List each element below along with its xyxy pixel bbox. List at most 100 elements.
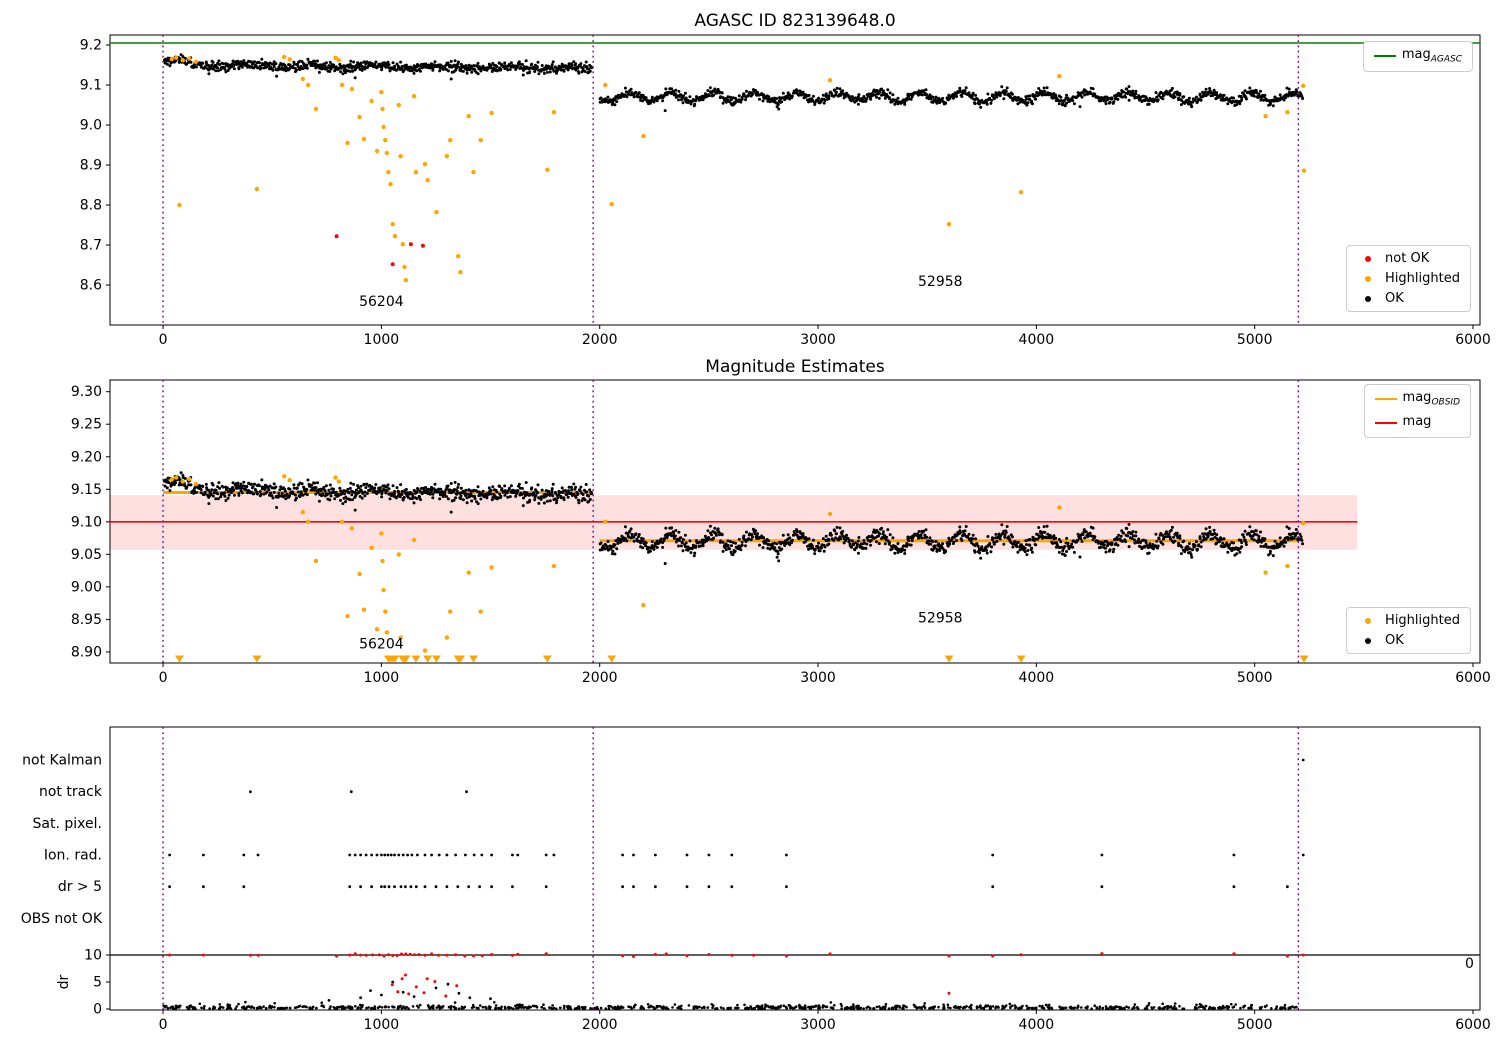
svg-text:5000: 5000: [1237, 1017, 1273, 1033]
svg-text:8.6: 8.6: [80, 278, 102, 294]
svg-text:5000: 5000: [1237, 670, 1273, 686]
legend-marker-wrap: [1357, 255, 1379, 262]
legend-label-highlighted: Highlighted: [1385, 613, 1460, 628]
legend-marker-wrap: [1357, 617, 1379, 624]
svg-text:56204: 56204: [359, 637, 404, 653]
svg-text:4000: 4000: [1019, 1017, 1055, 1033]
svg-text:3000: 3000: [800, 332, 836, 348]
svg-text:0: 0: [93, 1002, 102, 1018]
middle-obsid-labels: 56204 52958: [359, 611, 962, 653]
legend-item-highlighted: Highlighted: [1357, 272, 1460, 285]
middle-legend-point-types: Highlighted OK: [1346, 607, 1471, 654]
svg-text:9.1: 9.1: [80, 78, 102, 94]
svg-text:6000: 6000: [1455, 332, 1491, 348]
dr-capped-points: [168, 952, 1305, 958]
legend-label-not-ok: not OK: [1385, 251, 1430, 266]
highlighted-dot-sample: [1365, 275, 1372, 282]
top-obsid-dividers: [162, 35, 1300, 325]
legend-label-ok: OK: [1385, 291, 1404, 306]
legend-label-prefix: mag: [1401, 47, 1431, 62]
legend-marker-wrap: [1357, 275, 1379, 282]
mag-line-sample: [1374, 421, 1397, 424]
bottom-category-labels: not Kalman not track Sat. pixel. Ion. rad. d…: [21, 753, 103, 927]
legend-label-prefix: mag: [1402, 413, 1432, 429]
mag-agasc-line-sample: [1373, 55, 1396, 58]
svg-text:52958: 52958: [918, 274, 963, 290]
mag-obsid-line-sample: [1374, 398, 1397, 401]
ok-dot-sample: [1365, 637, 1372, 644]
svg-text:5: 5: [93, 975, 102, 991]
svg-text:1000: 1000: [364, 1017, 400, 1033]
svg-text:0: 0: [159, 1017, 168, 1033]
legend-label-mag-obsid: magOBSID: [1403, 391, 1460, 408]
top-axes-frame: [109, 34, 1481, 326]
middle-clipped-triangles: [174, 655, 1309, 663]
top-chart-title: AGASC ID 823139648.0: [694, 11, 896, 31]
top-obsid-labels: 56204 52958: [359, 274, 962, 310]
flag-points: [168, 758, 1305, 889]
svg-text:0: 0: [159, 670, 168, 686]
svg-text:52958: 52958: [918, 611, 963, 627]
svg-text:Sat. pixel.: Sat. pixel.: [33, 816, 102, 832]
svg-text:3000: 3000: [800, 1017, 836, 1033]
dr-black-points: [327, 980, 492, 1002]
svg-text:9.05: 9.05: [71, 547, 102, 563]
legend-label-prefix: mag: [1402, 390, 1432, 405]
dr-axis-label: dr: [56, 974, 72, 989]
svg-text:not track: not track: [39, 784, 103, 800]
bottom-obsid-dividers: [162, 727, 1300, 1010]
legend-label-sub: OBSID: [1431, 397, 1460, 408]
legend-item-highlighted: Highlighted: [1357, 614, 1460, 627]
legend-item-not-ok: not OK: [1357, 252, 1460, 265]
legend-label-ok: OK: [1385, 633, 1404, 648]
highlighted-dot-sample: [1365, 617, 1372, 624]
dr-axis-ticks: 0 5 10: [84, 948, 110, 1018]
svg-text:0: 0: [159, 332, 168, 348]
middle-x-ticks: 0 1000 2000 3000 4000 5000 6000: [159, 663, 1491, 686]
bottom-x-ticks: 0 1000 2000 3000 4000 5000 6000: [159, 1010, 1491, 1033]
svg-text:9.30: 9.30: [71, 384, 102, 400]
middle-ok-points: [163, 471, 1305, 565]
dr-red-points: [390, 973, 951, 998]
svg-text:1000: 1000: [364, 670, 400, 686]
svg-text:4000: 4000: [1019, 670, 1055, 686]
svg-text:10: 10: [84, 948, 102, 964]
top-x-ticks: 0 1000 2000 3000 4000 5000 6000: [159, 325, 1491, 348]
svg-text:1000: 1000: [364, 332, 400, 348]
svg-text:2000: 2000: [582, 332, 618, 348]
svg-text:8.90: 8.90: [71, 644, 102, 660]
legend-label-mag-agasc: magAGASC: [1402, 48, 1462, 65]
svg-text:8.9: 8.9: [80, 158, 102, 174]
legend-label-highlighted: Highlighted: [1385, 271, 1460, 286]
middle-obsid-dividers: [162, 380, 1300, 663]
svg-text:4000: 4000: [1019, 332, 1055, 348]
svg-text:9.25: 9.25: [71, 417, 102, 433]
svg-text:56204: 56204: [359, 294, 404, 310]
top-legend-point-types: not OK Highlighted OK: [1346, 245, 1471, 312]
legend-label-mag: mag: [1403, 415, 1432, 432]
legend-item-mag-agasc: magAGASC: [1373, 48, 1462, 65]
svg-text:8.7: 8.7: [80, 238, 102, 254]
svg-text:8.95: 8.95: [71, 612, 102, 628]
svg-text:8.8: 8.8: [80, 198, 102, 214]
bottom-axes-frame: [109, 726, 1481, 1011]
middle-y-ticks: 8.90 8.95 9.00 9.05 9.10 9.15 9.20 9.25 9.30: [71, 384, 110, 660]
legend-label-sub: AGASC: [1430, 54, 1462, 65]
right-stray-label: 0: [1465, 956, 1474, 972]
middle-legend-lines: magOBSID mag: [1363, 384, 1471, 439]
dr-baseline-points: [162, 1000, 1298, 1011]
top-legend-mag-agasc: magAGASC: [1362, 41, 1473, 72]
svg-text:9.10: 9.10: [71, 514, 102, 530]
ok-dot-sample: [1365, 295, 1372, 302]
legend-item-mag: mag: [1374, 415, 1460, 432]
svg-text:dr > 5: dr > 5: [58, 879, 102, 895]
svg-text:Ion. rad.: Ion. rad.: [44, 847, 102, 863]
middle-chart-title: Magnitude Estimates: [705, 357, 885, 377]
svg-text:9.0: 9.0: [80, 118, 102, 134]
top-highlighted-points: [169, 54, 1307, 283]
legend-item-mag-obsid: magOBSID: [1374, 391, 1460, 408]
svg-text:6000: 6000: [1455, 670, 1491, 686]
legend-marker-wrap: [1357, 295, 1379, 302]
